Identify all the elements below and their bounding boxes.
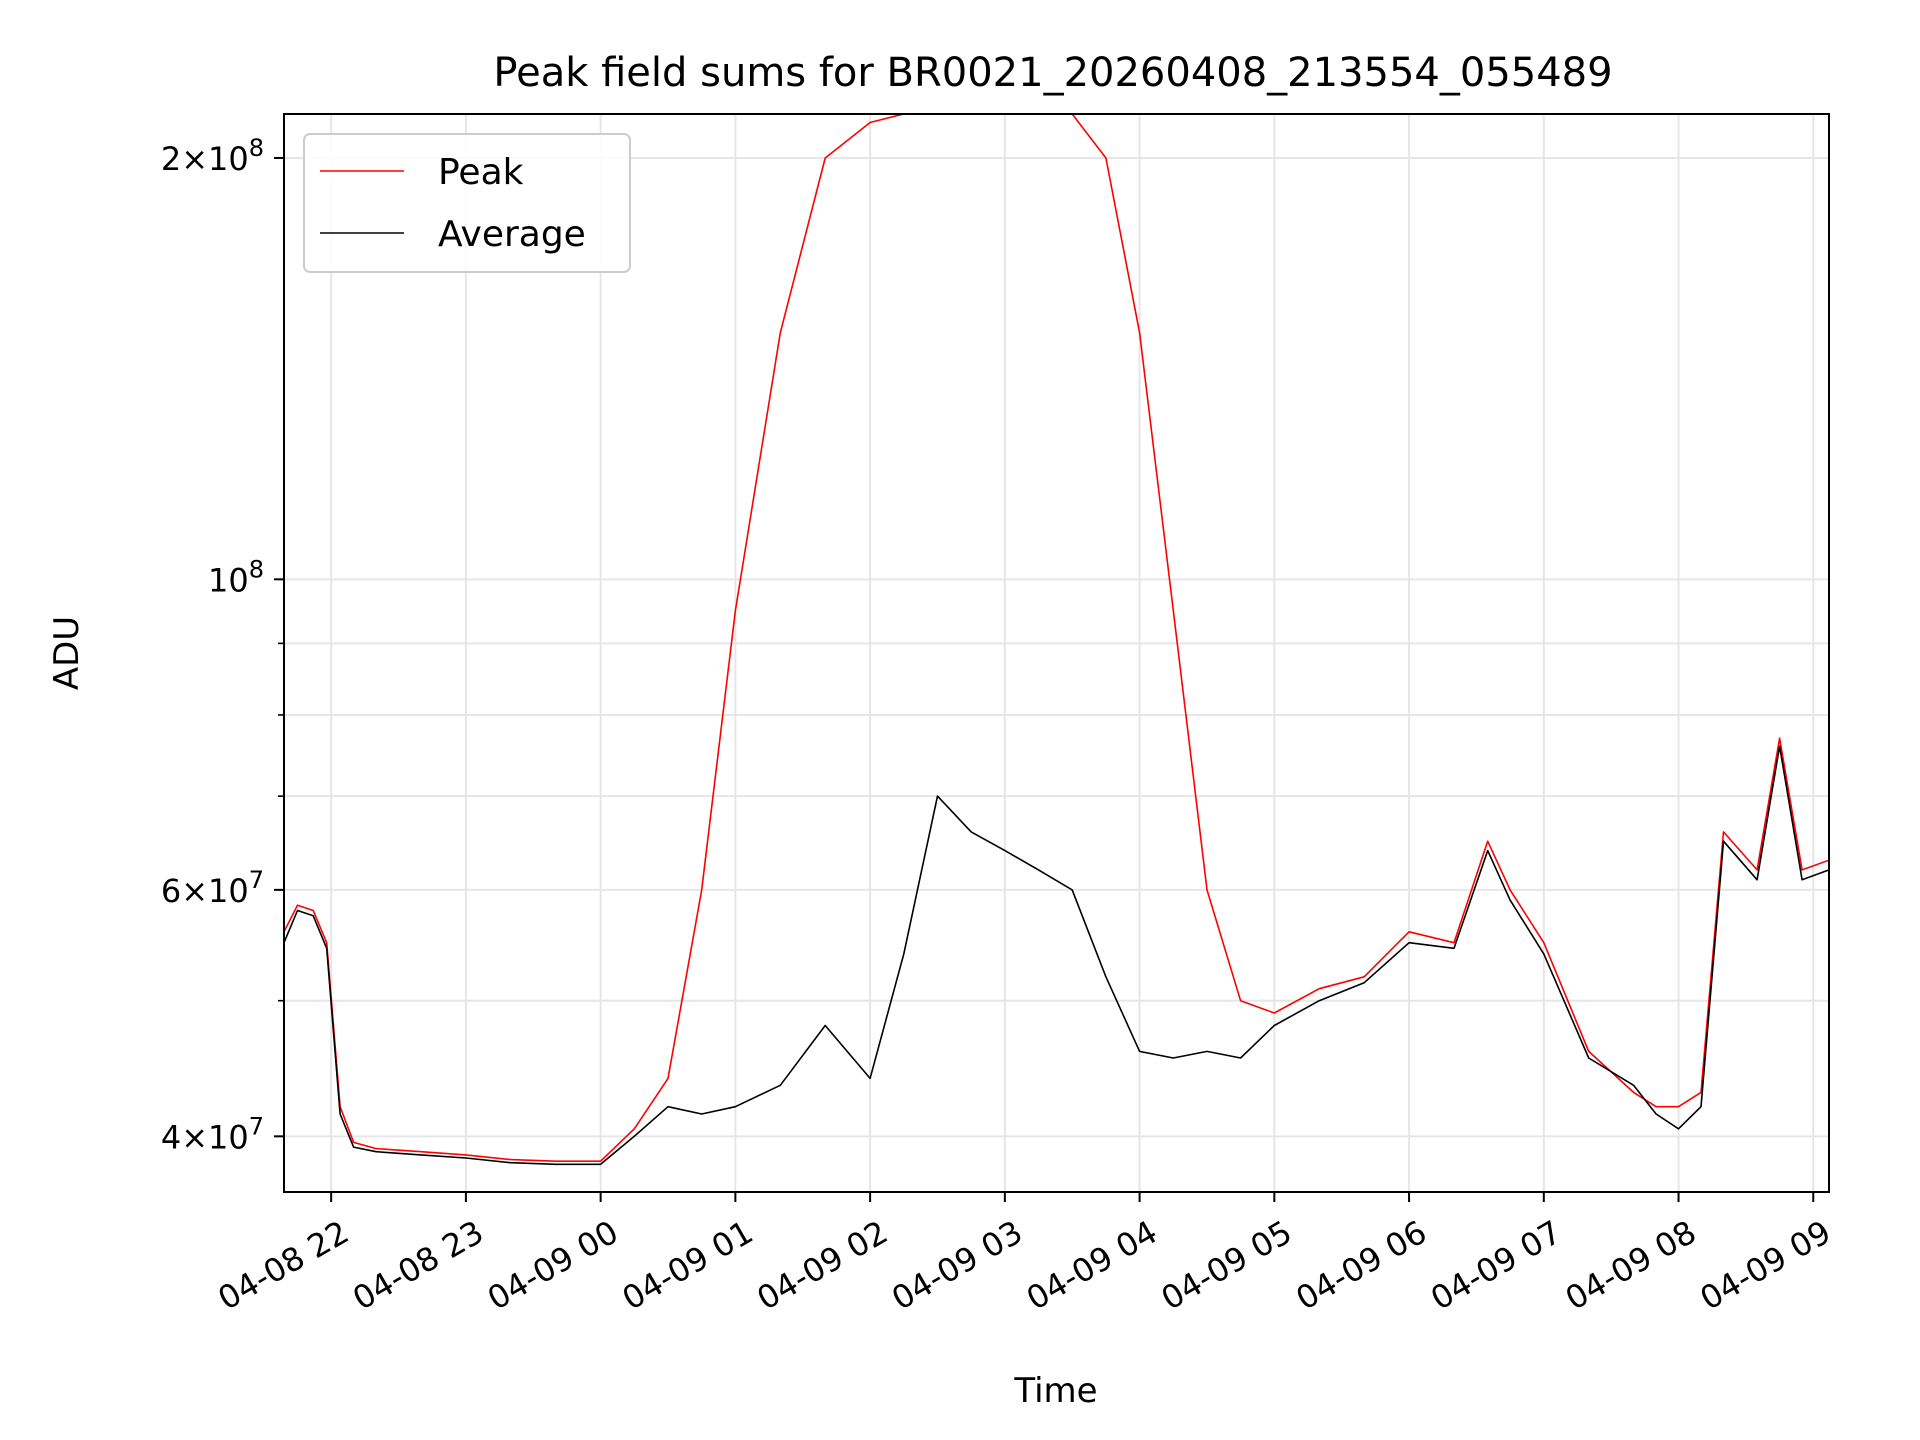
series-line-average [284,745,1829,1166]
series-layer [284,114,1829,1166]
y-tick-label: 4×107 [161,1112,264,1156]
legend: Peak Average [303,133,631,273]
chart-title: Peak field sums for BR0021_20260408_2135… [493,50,1612,96]
grid [284,114,1829,1192]
y-tick-label: 108 [208,555,264,599]
legend-box [303,133,631,273]
y-tick-label: 6×107 [161,866,264,910]
y-tick-label: 2×108 [161,134,264,178]
plot-frame [283,113,1830,1193]
series-line-peak [284,114,1829,1162]
y-axis-label: ADU [47,616,87,690]
x-axis-label: Time [1013,1371,1097,1411]
legend-label-average: Average [438,214,586,255]
legend-label-peak: Peak [438,152,524,193]
